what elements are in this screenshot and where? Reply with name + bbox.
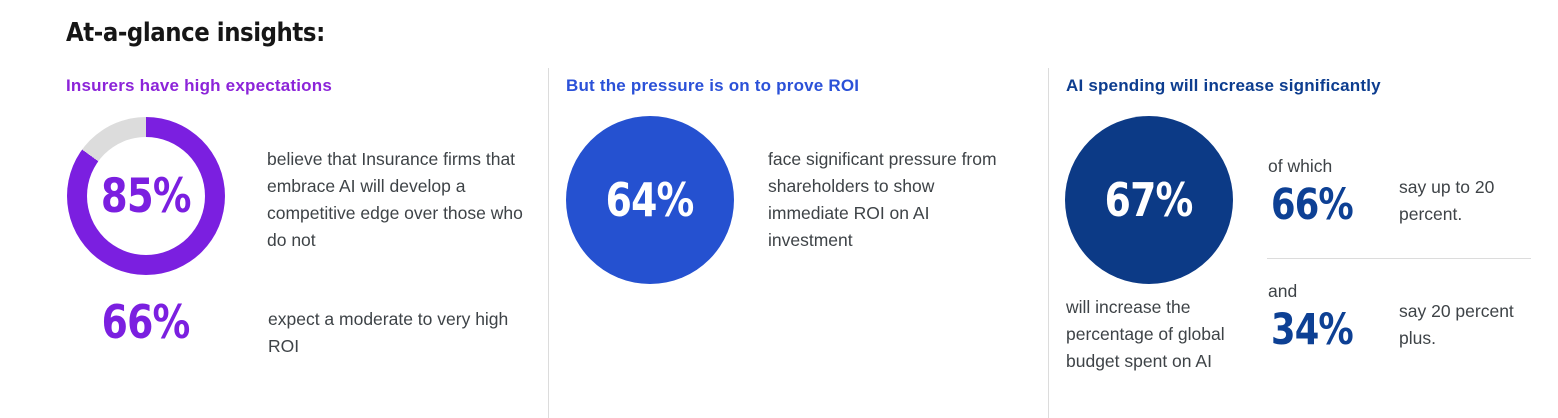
breakdown-34-label: 34% [1270, 305, 1354, 355]
column-divider-1 [548, 68, 549, 418]
breakdown-prefix-and: and [1268, 281, 1298, 301]
circle-64-label: 64% [606, 173, 695, 227]
circle-chart-64: 64% [566, 116, 734, 284]
column-divider-2 [1048, 68, 1049, 418]
breakdown-value-34: 34% [1262, 305, 1362, 355]
circle-67-label: 67% [1105, 173, 1194, 227]
stat-66-label: 66% [102, 295, 191, 349]
circle-chart-67: 67% [1065, 116, 1233, 284]
breakdown-text-20-plus: say 20 percent plus. [1399, 301, 1514, 348]
column-heading-insurers: Insurers have high expectations [66, 76, 333, 95]
stat-text-roi-expectation: expect a moderate to very high ROI [268, 309, 509, 356]
stat-text-global-budget: will increase the percentage of global b… [1066, 297, 1225, 371]
breakdown-text-up-to-20: say up to 20 percent. [1399, 177, 1495, 224]
stat-value-66: 66% [67, 295, 225, 349]
column-heading-spending: AI spending will increase significantly [1066, 76, 1381, 95]
donut-chart-85: 85% [67, 117, 225, 275]
stat-text-competitive-edge: believe that Insurance firms that embrac… [267, 149, 523, 250]
stat-text-shareholder-pressure: face significant pressure from sharehold… [768, 149, 997, 250]
column-heading-roi: But the pressure is on to prove ROI [566, 76, 860, 95]
breakdown-66-label: 66% [1270, 180, 1354, 230]
breakdown-prefix-of-which: of which [1268, 156, 1333, 176]
breakdown-divider [1267, 258, 1531, 259]
page-title: At-a-glance insights: [66, 18, 325, 48]
donut-value-label: 85% [101, 168, 192, 224]
breakdown-value-66: 66% [1262, 180, 1362, 230]
